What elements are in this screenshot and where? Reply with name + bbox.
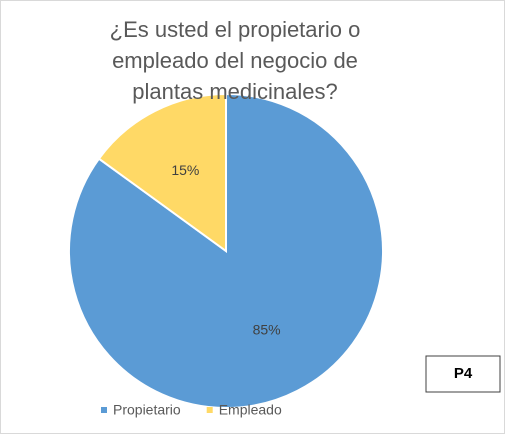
legend-label: Empleado	[219, 402, 282, 418]
data-label: 15%	[171, 162, 199, 178]
pie-slice	[97, 92, 227, 253]
annotation-box	[425, 355, 501, 393]
legend-marker	[101, 407, 107, 413]
legend-marker	[206, 407, 213, 413]
legend-label: Propietario	[113, 402, 181, 418]
chart-title: ¿Es usted el propietario o empleado del …	[109, 17, 361, 104]
annotation: P4	[454, 365, 473, 382]
data-label: 85%	[253, 321, 281, 337]
